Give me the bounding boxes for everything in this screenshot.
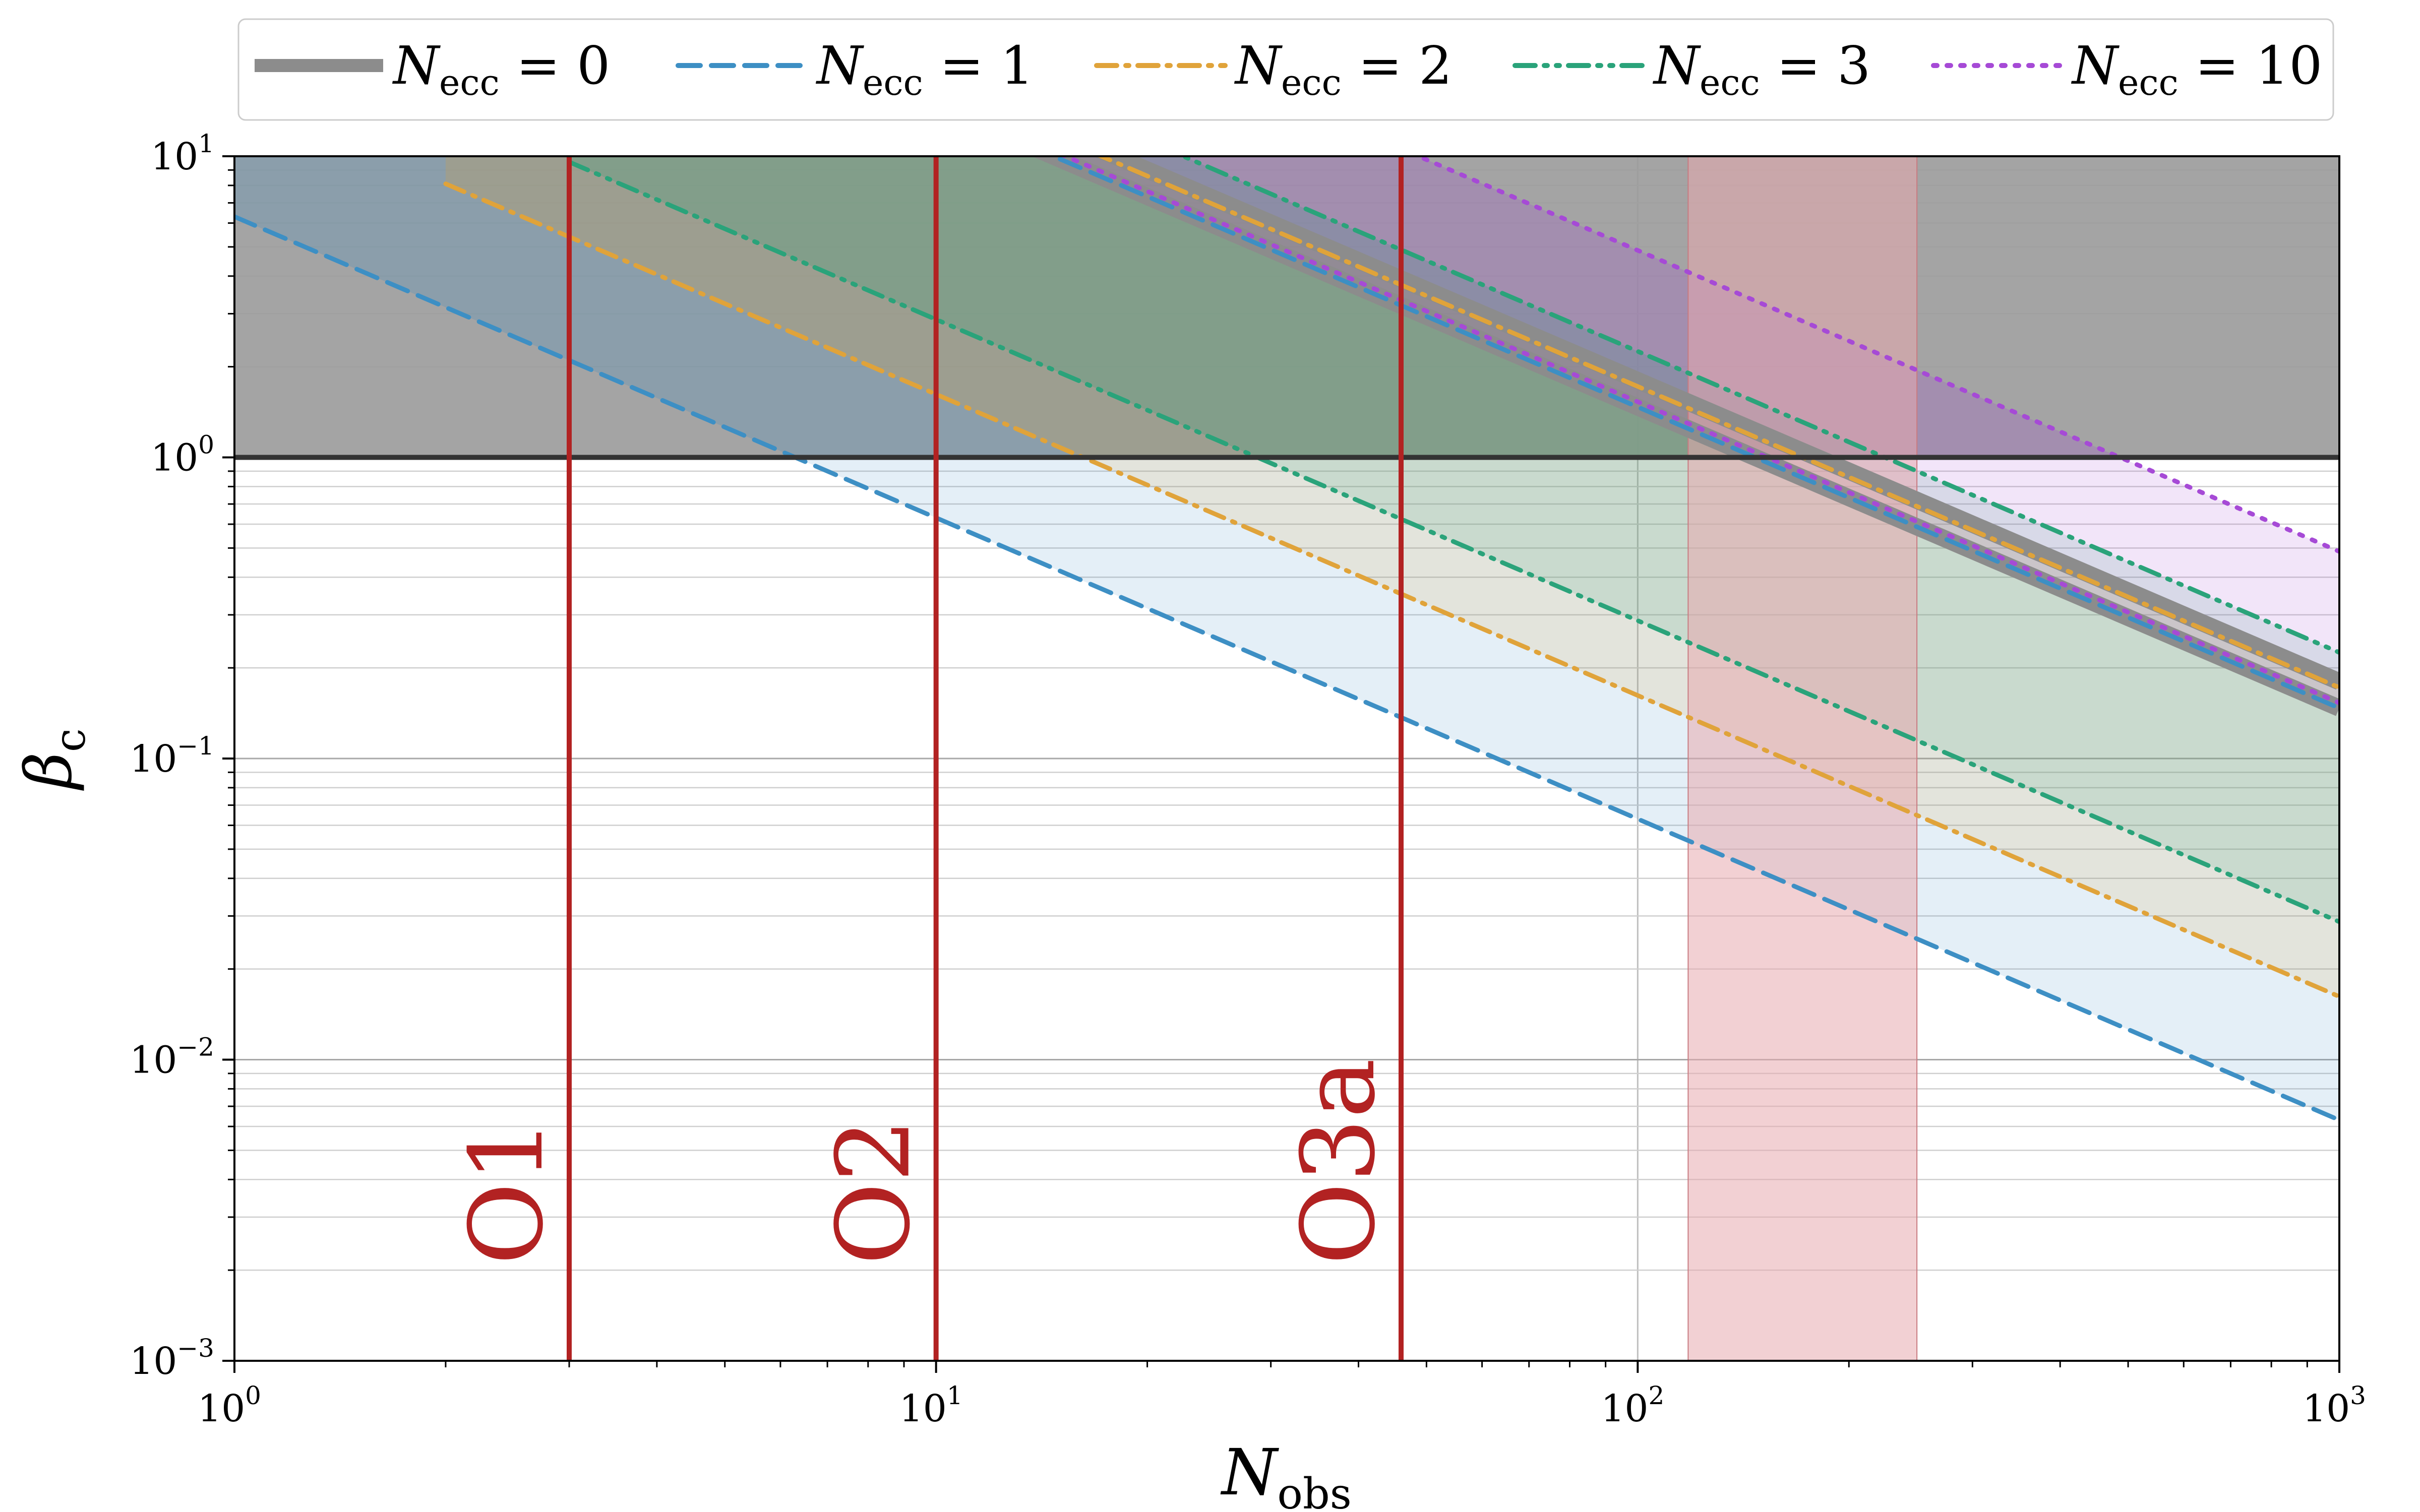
axis-ticks (222, 155, 2340, 1373)
series-line-upper (1413, 156, 2339, 554)
legend-label: Necc = 0 (392, 35, 610, 103)
excluded-region (234, 156, 2339, 458)
y-tick-label: 10−3 (130, 1334, 214, 1383)
y-tick-label: 10−1 (130, 731, 214, 781)
run-label: O3a (1280, 1058, 1398, 1265)
series-line-lower (1060, 156, 2339, 706)
run-label: O1 (448, 1118, 566, 1265)
legend-label: Necc = 2 (1234, 35, 1452, 103)
series-line-lower (234, 214, 2339, 1122)
legend-label: Necc = 3 (1652, 35, 1870, 103)
series-line-upper (1096, 156, 2339, 690)
observing-runs: O1 O2 O3a (448, 156, 1404, 1361)
x-tick-label: 102 (1601, 1381, 1664, 1430)
legend-box (237, 18, 2334, 121)
y-tick-label: 101 (151, 129, 214, 178)
series-line-upper (1177, 156, 2339, 655)
series-line-upper (1093, 156, 2339, 690)
y-axis-label-symbol: β (12, 752, 86, 791)
x-tick-label: 103 (2303, 1381, 2366, 1430)
x-axis-label: Nobs (1220, 1435, 1352, 1512)
series-band-excluded (234, 156, 1756, 458)
x-axis-label-symbol: N (1220, 1435, 1279, 1509)
legend-label: Necc = 1 (815, 35, 1034, 103)
y-tick-label: 10−2 (130, 1033, 214, 1082)
x-tick-label: 100 (198, 1381, 261, 1430)
legend-label: Necc = 10 (2071, 35, 2322, 103)
y-axis-label-sub: c (45, 728, 95, 752)
series-line-lower (443, 181, 2339, 999)
x-tick-label: 101 (899, 1381, 963, 1430)
y-tick-label: 100 (151, 430, 214, 480)
series-lines (234, 156, 2339, 1122)
x-axis-label-sub: obs (1277, 1469, 1351, 1512)
run-label: O2 (815, 1118, 933, 1265)
y-axis-label: βc (12, 728, 95, 791)
highlight-band (1687, 156, 1918, 1361)
legend: Necc = 0 Necc = 1 Necc = 2 Necc = 3 Necc = 1… (237, 18, 2334, 121)
tick-labels: 100 101 102 103 10−3 10−2 10−1 100 101 (130, 129, 2366, 1430)
series-band-excluded (569, 156, 1885, 458)
threshold-region (234, 156, 2339, 458)
series-band-excluded (445, 156, 1803, 458)
series-line-upper (1048, 156, 2339, 711)
series-line-lower (567, 159, 2339, 924)
band-rect (1687, 156, 1918, 1361)
